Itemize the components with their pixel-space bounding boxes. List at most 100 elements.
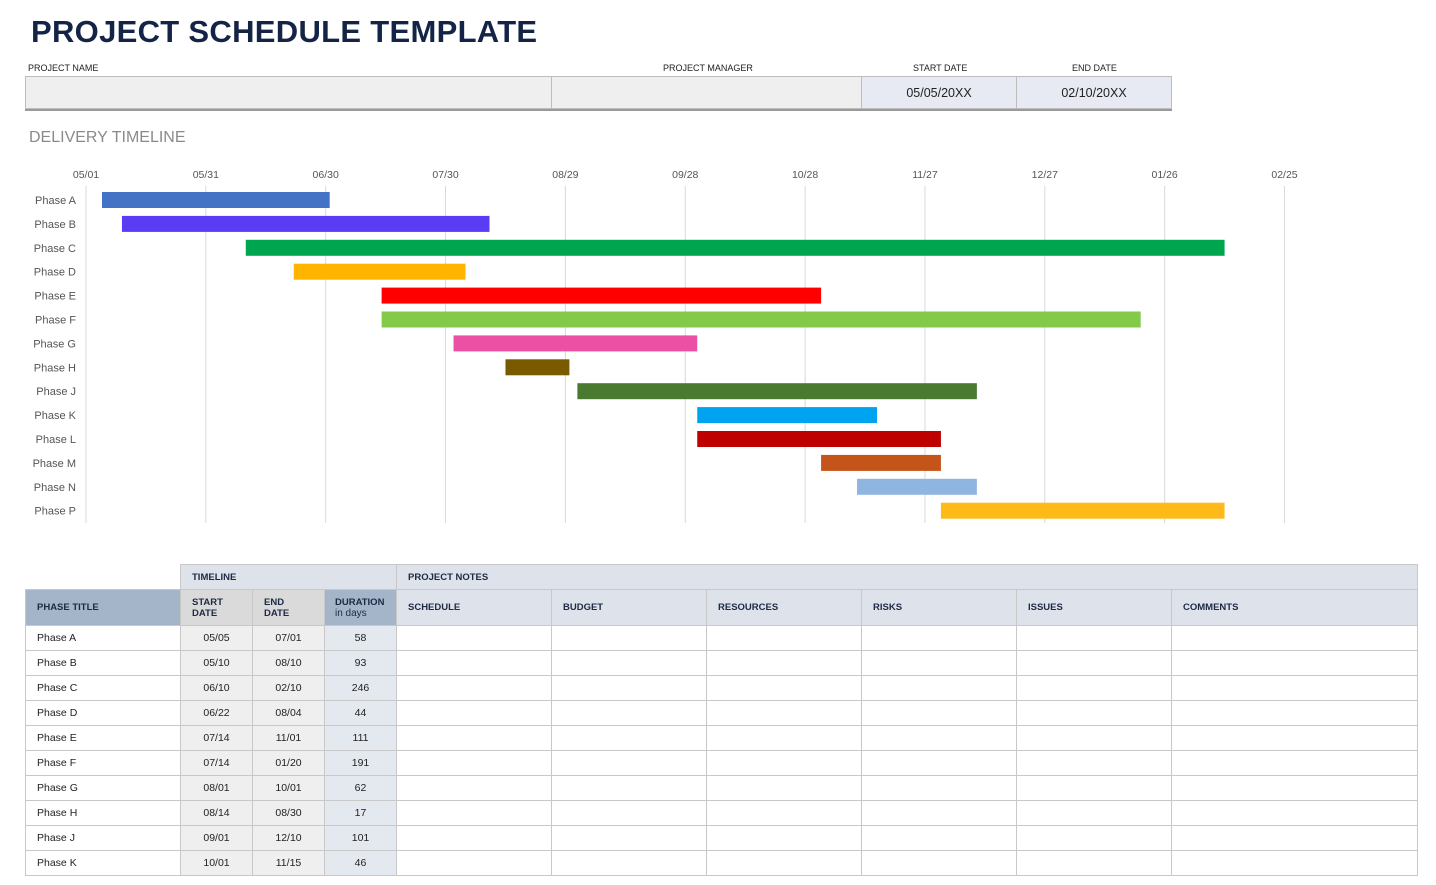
- schedule-cell[interactable]: [396, 775, 552, 801]
- start-date-cell[interactable]: 06/10: [180, 675, 253, 701]
- issues-cell[interactable]: [1016, 700, 1172, 726]
- resources-cell[interactable]: [706, 700, 862, 726]
- resources-cell[interactable]: [706, 625, 862, 651]
- end-date-cell[interactable]: 11/15: [252, 850, 325, 876]
- duration-cell[interactable]: 62: [324, 775, 397, 801]
- budget-cell[interactable]: [551, 725, 707, 751]
- comments-cell[interactable]: [1171, 750, 1418, 776]
- risks-cell[interactable]: [861, 825, 1017, 851]
- issues-cell[interactable]: [1016, 800, 1172, 826]
- risks-cell[interactable]: [861, 675, 1017, 701]
- schedule-cell[interactable]: [396, 650, 552, 676]
- start-date-cell[interactable]: 08/01: [180, 775, 253, 801]
- phase-title-cell[interactable]: Phase F: [25, 750, 181, 776]
- schedule-cell[interactable]: [396, 700, 552, 726]
- budget-cell[interactable]: [551, 775, 707, 801]
- start-date-cell[interactable]: 08/14: [180, 800, 253, 826]
- phase-title-cell[interactable]: Phase B: [25, 650, 181, 676]
- start-date-cell[interactable]: 07/14: [180, 750, 253, 776]
- issues-cell[interactable]: [1016, 825, 1172, 851]
- risks-cell[interactable]: [861, 850, 1017, 876]
- project-name-field[interactable]: [25, 76, 552, 109]
- resources-cell[interactable]: [706, 725, 862, 751]
- issues-cell[interactable]: [1016, 650, 1172, 676]
- duration-cell[interactable]: 58: [324, 625, 397, 651]
- start-date-cell[interactable]: 07/14: [180, 725, 253, 751]
- budget-cell[interactable]: [551, 700, 707, 726]
- end-date-cell[interactable]: 02/10: [252, 675, 325, 701]
- budget-cell[interactable]: [551, 625, 707, 651]
- risks-cell[interactable]: [861, 750, 1017, 776]
- end-date-cell[interactable]: 12/10: [252, 825, 325, 851]
- budget-cell[interactable]: [551, 650, 707, 676]
- schedule-cell[interactable]: [396, 750, 552, 776]
- resources-cell[interactable]: [706, 825, 862, 851]
- schedule-cell[interactable]: [396, 850, 552, 876]
- end-date-cell[interactable]: 08/04: [252, 700, 325, 726]
- phase-title-cell[interactable]: Phase D: [25, 700, 181, 726]
- schedule-cell[interactable]: [396, 825, 552, 851]
- project-manager-field[interactable]: [551, 76, 862, 109]
- schedule-cell[interactable]: [396, 625, 552, 651]
- start-date-cell[interactable]: 06/22: [180, 700, 253, 726]
- budget-cell[interactable]: [551, 825, 707, 851]
- issues-cell[interactable]: [1016, 850, 1172, 876]
- budget-cell[interactable]: [551, 750, 707, 776]
- phase-title-cell[interactable]: Phase G: [25, 775, 181, 801]
- duration-cell[interactable]: 46: [324, 850, 397, 876]
- end-date-cell[interactable]: 11/01: [252, 725, 325, 751]
- schedule-cell[interactable]: [396, 725, 552, 751]
- end-date-cell[interactable]: 10/01: [252, 775, 325, 801]
- comments-cell[interactable]: [1171, 800, 1418, 826]
- comments-cell[interactable]: [1171, 775, 1418, 801]
- resources-cell[interactable]: [706, 850, 862, 876]
- phase-title-cell[interactable]: Phase A: [25, 625, 181, 651]
- duration-cell[interactable]: 101: [324, 825, 397, 851]
- risks-cell[interactable]: [861, 650, 1017, 676]
- comments-cell[interactable]: [1171, 825, 1418, 851]
- risks-cell[interactable]: [861, 800, 1017, 826]
- schedule-cell[interactable]: [396, 800, 552, 826]
- duration-cell[interactable]: 111: [324, 725, 397, 751]
- phase-title-cell[interactable]: Phase C: [25, 675, 181, 701]
- resources-cell[interactable]: [706, 800, 862, 826]
- duration-cell[interactable]: 191: [324, 750, 397, 776]
- issues-cell[interactable]: [1016, 675, 1172, 701]
- end-date-field[interactable]: 02/10/20XX: [1016, 76, 1172, 109]
- risks-cell[interactable]: [861, 775, 1017, 801]
- start-date-field[interactable]: 05/05/20XX: [861, 76, 1017, 109]
- end-date-cell[interactable]: 01/20: [252, 750, 325, 776]
- comments-cell[interactable]: [1171, 700, 1418, 726]
- issues-cell[interactable]: [1016, 725, 1172, 751]
- start-date-cell[interactable]: 05/10: [180, 650, 253, 676]
- end-date-cell[interactable]: 07/01: [252, 625, 325, 651]
- resources-cell[interactable]: [706, 750, 862, 776]
- budget-cell[interactable]: [551, 800, 707, 826]
- risks-cell[interactable]: [861, 725, 1017, 751]
- start-date-cell[interactable]: 10/01: [180, 850, 253, 876]
- end-date-cell[interactable]: 08/30: [252, 800, 325, 826]
- comments-cell[interactable]: [1171, 650, 1418, 676]
- duration-cell[interactable]: 93: [324, 650, 397, 676]
- schedule-cell[interactable]: [396, 675, 552, 701]
- duration-cell[interactable]: 17: [324, 800, 397, 826]
- resources-cell[interactable]: [706, 775, 862, 801]
- comments-cell[interactable]: [1171, 725, 1418, 751]
- phase-title-cell[interactable]: Phase E: [25, 725, 181, 751]
- phase-title-cell[interactable]: Phase K: [25, 850, 181, 876]
- comments-cell[interactable]: [1171, 850, 1418, 876]
- comments-cell[interactable]: [1171, 675, 1418, 701]
- budget-cell[interactable]: [551, 675, 707, 701]
- issues-cell[interactable]: [1016, 625, 1172, 651]
- end-date-cell[interactable]: 08/10: [252, 650, 325, 676]
- resources-cell[interactable]: [706, 675, 862, 701]
- resources-cell[interactable]: [706, 650, 862, 676]
- phase-title-cell[interactable]: Phase J: [25, 825, 181, 851]
- start-date-cell[interactable]: 05/05: [180, 625, 253, 651]
- risks-cell[interactable]: [861, 625, 1017, 651]
- comments-cell[interactable]: [1171, 625, 1418, 651]
- phase-title-cell[interactable]: Phase H: [25, 800, 181, 826]
- issues-cell[interactable]: [1016, 750, 1172, 776]
- budget-cell[interactable]: [551, 850, 707, 876]
- duration-cell[interactable]: 44: [324, 700, 397, 726]
